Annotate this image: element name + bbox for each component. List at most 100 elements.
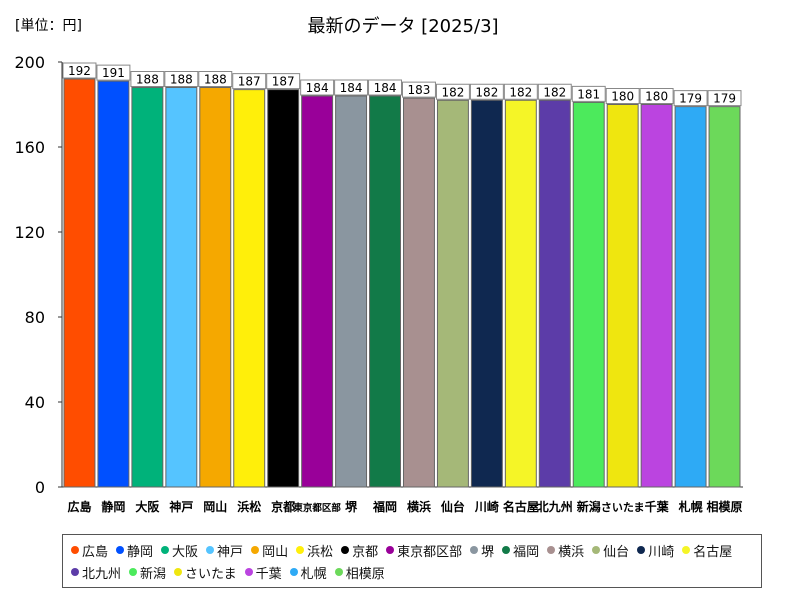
x-tick-label: 北九州 xyxy=(537,499,573,514)
data-label-box xyxy=(402,81,436,98)
legend-item: 岡山 xyxy=(251,539,288,561)
legend-item: 千葉 xyxy=(244,561,282,583)
data-label: 179 xyxy=(679,92,702,106)
bar-chart: [単位：円] 最新のデータ [2025/3] 0 40 80 120 160 200 19… xyxy=(14,16,743,514)
legend-item: さいたま xyxy=(174,561,237,583)
legend-label: 岡山 xyxy=(262,544,289,560)
legend-swatch xyxy=(129,568,138,576)
data-label-box xyxy=(503,83,538,100)
legend-item: 仙台 xyxy=(592,539,629,561)
chart-title: 最新のデータ [2025/3] xyxy=(307,16,498,37)
data-label-box xyxy=(571,85,606,102)
legend-swatch xyxy=(71,568,79,576)
x-tick-label: 東京都区部 xyxy=(292,502,341,514)
y-tick-label: 200 xyxy=(14,53,45,72)
x-tick-label: 大阪 xyxy=(135,499,160,514)
legend-swatch xyxy=(71,546,79,554)
bar xyxy=(267,89,300,488)
legend-item: 北九州 xyxy=(71,561,121,583)
data-label: 179 xyxy=(713,92,736,106)
legend-item: 新潟 xyxy=(129,561,166,583)
legend-label: 名古屋 xyxy=(693,544,733,560)
legend-label: 堺 xyxy=(481,544,495,560)
data-label-box xyxy=(469,83,504,100)
legend-item: 神戸 xyxy=(206,539,243,561)
data-label-box xyxy=(130,71,165,87)
bar xyxy=(335,95,368,488)
bar xyxy=(572,101,605,488)
legend-swatch xyxy=(637,546,646,554)
legend-item: 京都 xyxy=(341,539,378,561)
bars-group: 192 191 188 188 188 187 187 184 184 184 183 182 182 1… xyxy=(62,62,742,488)
data-label: 182 xyxy=(509,85,532,99)
legend-item: 相模原 xyxy=(334,561,385,583)
data-label: 182 xyxy=(441,85,464,99)
legend-label: さいたま xyxy=(185,566,237,582)
x-tick-label: 千葉 xyxy=(645,499,670,514)
legend-item: 東京都区部 xyxy=(386,539,462,561)
legend-label: 相模原 xyxy=(345,566,385,582)
data-label: 192 xyxy=(68,64,91,78)
bar xyxy=(436,99,469,488)
legend-item: 堺 xyxy=(470,539,494,561)
legend-swatch xyxy=(206,546,215,554)
legend-swatch xyxy=(341,546,350,554)
bar xyxy=(199,87,232,488)
x-tick-label: さいたま xyxy=(601,501,645,514)
legend-label: 福岡 xyxy=(513,544,540,560)
legend-swatch xyxy=(289,568,298,576)
bar xyxy=(504,99,537,488)
unit-label: [単位：円] xyxy=(15,18,82,34)
legend-swatch xyxy=(502,546,511,554)
legend-swatch xyxy=(296,546,305,554)
legend-label: 千葉 xyxy=(255,566,282,582)
legend-item: 名古屋 xyxy=(682,539,732,561)
x-tick-label: 福岡 xyxy=(372,499,397,514)
x-tick-label: 横浜 xyxy=(407,499,431,514)
legend-label: 東京都区部 xyxy=(397,544,463,560)
y-tick-label: 80 xyxy=(25,308,45,327)
y-tick-label: 160 xyxy=(14,138,45,157)
x-tick-label: 岡山 xyxy=(203,499,227,514)
legend-swatch xyxy=(174,568,183,576)
legend-item: 浜松 xyxy=(296,539,333,561)
bar xyxy=(708,106,741,488)
x-tick-label: 神戸 xyxy=(169,499,193,514)
legend-item: 福岡 xyxy=(502,539,539,561)
data-label: 187 xyxy=(238,75,261,89)
bar xyxy=(97,80,130,488)
legend-item: 大阪 xyxy=(161,539,198,561)
data-label-box xyxy=(62,62,97,79)
data-label: 183 xyxy=(408,83,431,97)
data-label: 191 xyxy=(102,66,125,80)
y-tick-label: 0 xyxy=(35,478,45,497)
data-label-box xyxy=(266,73,301,90)
data-label-box xyxy=(334,79,369,96)
legend-label: 神戸 xyxy=(217,544,244,560)
data-label: 188 xyxy=(136,73,159,87)
data-label-box xyxy=(537,83,572,100)
bar xyxy=(606,104,639,488)
legend-item: 広島 xyxy=(71,539,108,561)
bar xyxy=(369,95,401,488)
data-label: 184 xyxy=(340,81,363,95)
legend-swatch xyxy=(592,546,601,554)
data-label: 188 xyxy=(204,73,227,87)
data-label-box xyxy=(232,73,267,90)
legend-label: 京都 xyxy=(352,544,379,560)
legend-swatch xyxy=(161,546,170,554)
bar xyxy=(131,87,164,488)
data-label: 184 xyxy=(306,81,329,95)
bar xyxy=(403,97,435,488)
legend-label: 横浜 xyxy=(558,544,585,560)
legend-swatch xyxy=(116,546,125,554)
data-label-box xyxy=(368,79,402,96)
data-label-box xyxy=(639,88,674,104)
x-tick-label: 堺 xyxy=(345,499,358,514)
legend-item: 札幌 xyxy=(289,561,327,583)
legend-label: 大阪 xyxy=(172,544,199,560)
data-label-box xyxy=(435,83,470,100)
bar xyxy=(301,95,334,488)
x-tick-label: 札幌 xyxy=(678,499,703,514)
